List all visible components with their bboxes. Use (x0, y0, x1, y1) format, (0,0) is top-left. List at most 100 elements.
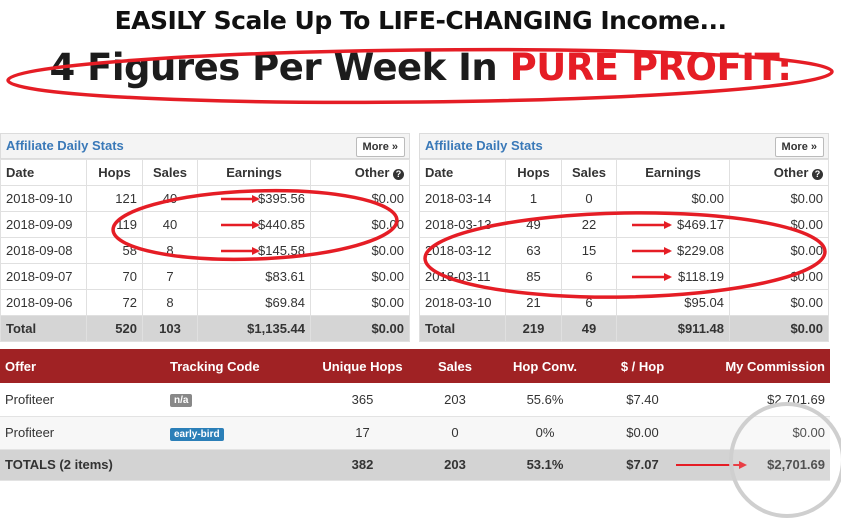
col-sales: Sales (561, 159, 617, 186)
total-hops: 219 (505, 315, 562, 342)
other-cell: $0.00 (729, 263, 829, 290)
earnings-cell: $118.19 (616, 263, 730, 290)
col-earnings: Earnings (197, 159, 311, 186)
col-hops: Hops (86, 159, 143, 186)
total-sales: 103 (142, 315, 198, 342)
sales-cell: 203 (415, 383, 495, 417)
totals-label: TOTALS (2 items) (0, 449, 310, 481)
info-icon[interactable]: ? (393, 169, 404, 180)
sales-cell: 8 (142, 237, 198, 264)
col-tracking-code: Tracking Code (165, 349, 310, 383)
more-button[interactable]: More » (774, 137, 824, 157)
earnings-cell: $83.61 (197, 263, 311, 290)
col-offer: Offer (0, 349, 165, 383)
earnings-cell: $229.08 (616, 237, 730, 264)
other-cell: $0.00 (729, 185, 829, 212)
earnings-cell: $95.04 (616, 289, 730, 316)
commission-cell: $2,701.69 (690, 383, 830, 417)
unique-hops-cell: 365 (310, 383, 415, 417)
col-sales: Sales (415, 349, 495, 383)
affiliate-stats-panel-right: Affiliate Daily Stats More » Date Hops S… (419, 133, 829, 342)
tracking-cell: early-bird (165, 416, 310, 450)
table-row: 2018-09-08 58 8 $145.58 $0.00 (0, 237, 410, 264)
panel-title: Affiliate Daily Stats (6, 138, 124, 153)
sales-cell: 40 (142, 185, 198, 212)
other-cell: $0.00 (310, 263, 410, 290)
total-label: Total (0, 315, 87, 342)
table-row: 2018-03-14 1 0 $0.00 $0.00 (419, 185, 829, 212)
sales-cell: 0 (415, 416, 495, 450)
total-earnings: $1,135.44 (197, 315, 311, 342)
totals-sales: 203 (415, 449, 495, 481)
hops-cell: 119 (86, 211, 143, 238)
earnings-cell: $0.00 (616, 185, 730, 212)
total-row: Total 520 103 $1,135.44 $0.00 (0, 315, 410, 342)
affiliate-stats-panel-left: Affiliate Daily Stats More » Date Hops S… (0, 133, 410, 342)
offers-table: Offer Tracking Code Unique Hops Sales Ho… (0, 349, 830, 481)
sales-cell: 8 (142, 289, 198, 316)
offers-header-row: Offer Tracking Code Unique Hops Sales Ho… (0, 349, 830, 383)
hops-cell: 58 (86, 237, 143, 264)
col-hop-conv: Hop Conv. (495, 349, 595, 383)
total-other: $0.00 (729, 315, 829, 342)
other-cell: $0.00 (310, 211, 410, 238)
date-cell: 2018-03-14 (419, 185, 506, 212)
date-cell: 2018-09-07 (0, 263, 87, 290)
earnings-cell: $469.17 (616, 211, 730, 238)
sales-cell: 0 (561, 185, 617, 212)
hops-cell: 63 (505, 237, 562, 264)
totals-per-hop: $7.07 (595, 449, 690, 481)
earnings-cell: $395.56 (197, 185, 311, 212)
per-hop-cell: $7.40 (595, 383, 690, 417)
commission-cell: $0.00 (690, 416, 830, 450)
table-row: 2018-03-13 49 22 $469.17 $0.00 (419, 211, 829, 238)
info-icon[interactable]: ? (812, 169, 823, 180)
tracking-code-tag[interactable]: early-bird (170, 427, 224, 441)
offer-name: Profiteer (0, 416, 165, 450)
headline-line1: EASILY Scale Up To LIFE-CHANGING Income.… (114, 6, 727, 35)
offers-totals-row: TOTALS (2 items) 382 203 53.1% $7.07 $2,… (0, 449, 830, 481)
per-hop-cell: $0.00 (595, 416, 690, 450)
total-hops: 520 (86, 315, 143, 342)
hops-cell: 72 (86, 289, 143, 316)
total-other: $0.00 (310, 315, 410, 342)
hops-cell: 1 (505, 185, 562, 212)
tracking-code-tag[interactable]: n/a (170, 394, 193, 408)
table-row: 2018-03-12 63 15 $229.08 $0.00 (419, 237, 829, 264)
col-date: Date (419, 159, 506, 186)
headline-prefix: 4 Figures Per Week In (49, 46, 510, 89)
total-earnings: $911.48 (616, 315, 730, 342)
table-row: 2018-09-07 70 7 $83.61 $0.00 (0, 263, 410, 290)
hops-cell: 21 (505, 289, 562, 316)
hops-cell: 85 (505, 263, 562, 290)
sales-cell: 6 (561, 263, 617, 290)
total-row: Total 219 49 $911.48 $0.00 (419, 315, 829, 342)
table-header-row: Date Hops Sales Earnings Other ? (419, 159, 829, 186)
panel-header: Affiliate Daily Stats More » (419, 133, 829, 159)
sales-cell: 40 (142, 211, 198, 238)
sales-cell: 22 (561, 211, 617, 238)
other-cell: $0.00 (310, 289, 410, 316)
table-row: 2018-03-11 85 6 $118.19 $0.00 (419, 263, 829, 290)
col-other-label: Other (773, 165, 809, 180)
date-cell: 2018-03-13 (419, 211, 506, 238)
panel-title: Affiliate Daily Stats (425, 138, 543, 153)
table-row: 2018-09-09 119 40 $440.85 $0.00 (0, 211, 410, 238)
more-button[interactable]: More » (355, 137, 405, 157)
headline-line2: 4 Figures Per Week In PURE PROFIT: (0, 46, 841, 89)
offer-name: Profiteer (0, 383, 165, 417)
totals-conv: 53.1% (495, 449, 595, 481)
offer-row: Profiteer early-bird 17 0 0% $0.00 $0.00 (0, 416, 830, 450)
date-cell: 2018-09-09 (0, 211, 87, 238)
hop-conv-cell: 0% (495, 416, 595, 450)
col-date: Date (0, 159, 87, 186)
col-other-label: Other (354, 165, 390, 180)
other-cell: $0.00 (729, 211, 829, 238)
total-sales: 49 (561, 315, 617, 342)
date-cell: 2018-09-10 (0, 185, 87, 212)
col-hops: Hops (505, 159, 562, 186)
sales-cell: 6 (561, 289, 617, 316)
unique-hops-cell: 17 (310, 416, 415, 450)
hops-cell: 49 (505, 211, 562, 238)
table-row: 2018-03-10 21 6 $95.04 $0.00 (419, 289, 829, 316)
